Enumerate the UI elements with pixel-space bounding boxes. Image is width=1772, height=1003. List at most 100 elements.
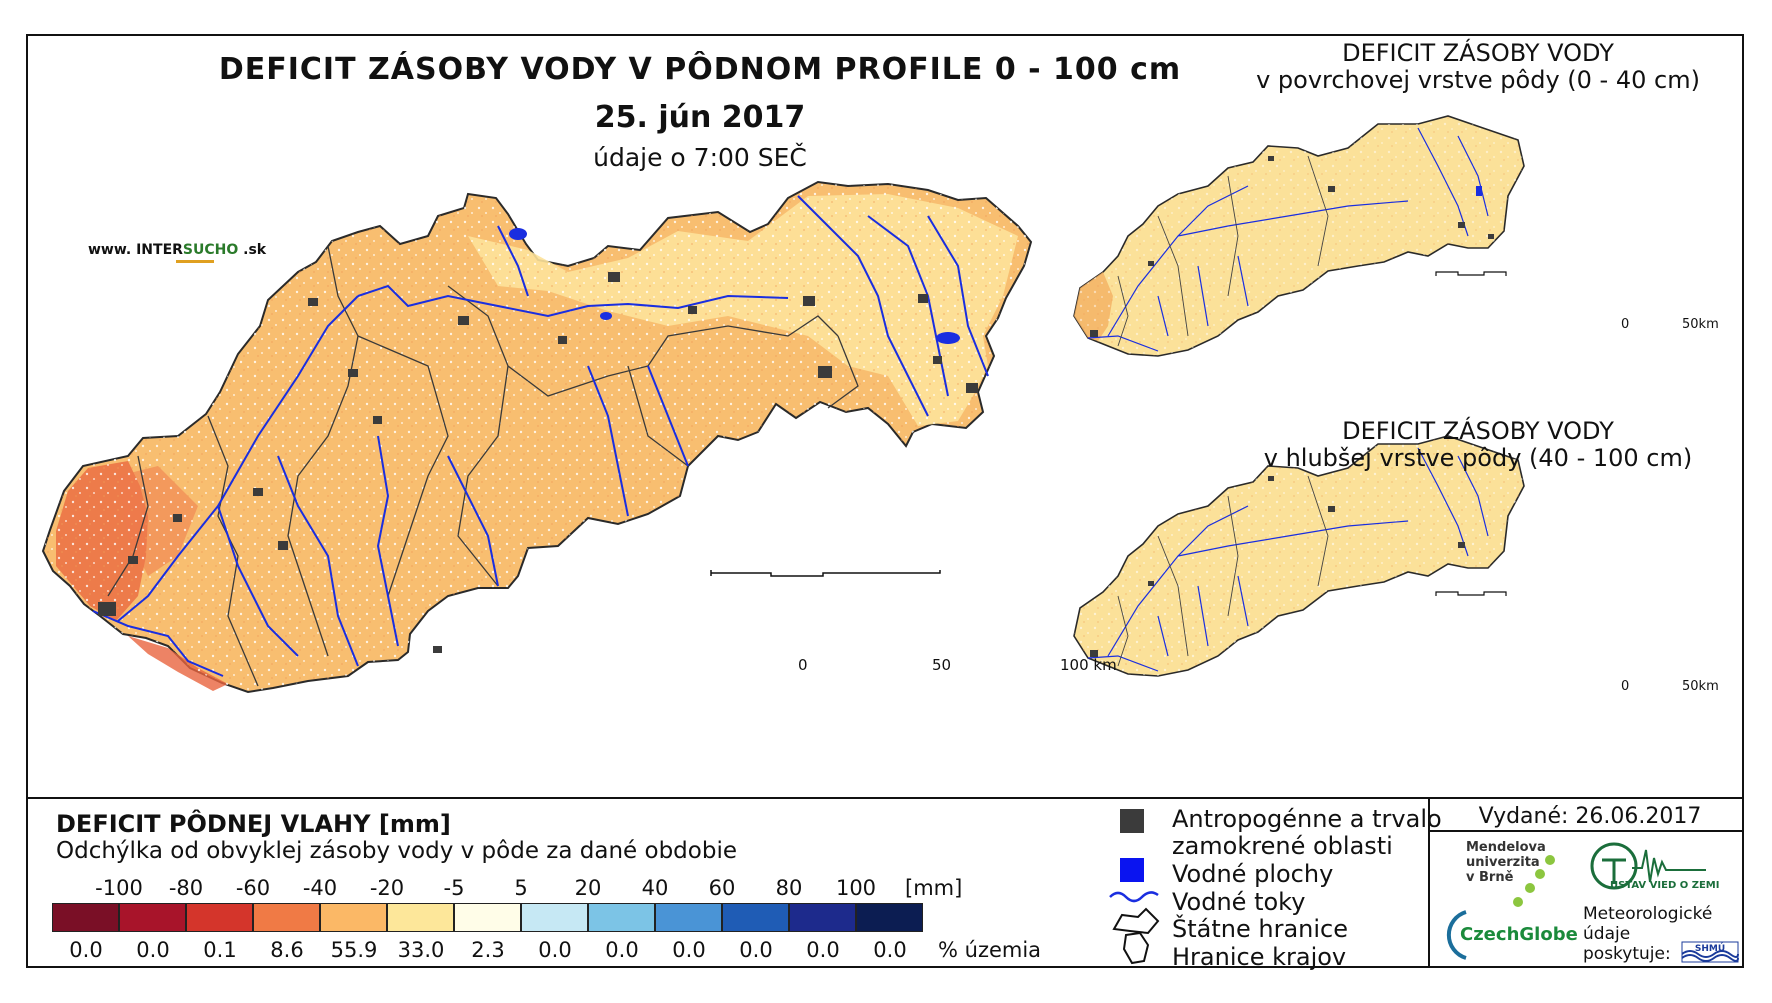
inset-bottom-title-line2: v hlubšej vrstve pôdy (40 - 100 cm) — [1263, 444, 1693, 472]
legend-subtitle: Odchýlka od obvyklej zásoby vody v pôde … — [56, 838, 737, 864]
river-symbol-icon — [1109, 891, 1159, 903]
inset-bottom-title-line1: DEFICIT ZÁSOBY VODY — [1342, 417, 1614, 445]
inset-top-scale-bar — [1435, 271, 1507, 276]
legend-percentage: 0.0 — [605, 938, 639, 962]
legend-color-cell — [119, 903, 186, 932]
legend-color-cell — [856, 903, 923, 932]
inset-top-title: DEFICIT ZÁSOBY VODY v povrchovej vrstve … — [1218, 40, 1738, 94]
uvz-logo — [1590, 842, 1706, 890]
legend-color-cell — [454, 903, 521, 932]
legend-title: DEFICIT PÔDNEJ VLAHY [mm] — [56, 810, 451, 838]
legend-percentage: 0.0 — [806, 938, 840, 962]
scale-inset-bottom-label-50: 50km — [1682, 679, 1719, 694]
rivers-label: Vodné toky — [1172, 888, 1306, 916]
map-date: 25. jún 2017 — [594, 100, 806, 135]
legend-percentage: 33.0 — [397, 938, 445, 962]
legend-tick-label: 5 — [514, 876, 528, 900]
region-border-label: Hranice krajov — [1172, 943, 1347, 971]
legend-percentage: 0.0 — [873, 938, 907, 962]
urban-label: Antropogénne a trvalo zamokrené oblasti — [1172, 806, 1442, 860]
legend-tick-label: 80 — [775, 876, 803, 900]
legend-percentage: 0.0 — [69, 938, 103, 962]
legend-color-cell — [52, 903, 119, 932]
legend-separator — [1428, 797, 1430, 968]
legend-color-cell — [387, 903, 454, 932]
inset-bottom-map — [1073, 435, 1525, 677]
inset-bottom-title: DEFICIT ZÁSOBY VODY v hlubšej vrstve pôd… — [1218, 418, 1738, 472]
legend-tick-label: -40 — [302, 876, 338, 900]
brand-prefix: www. INTER — [88, 242, 183, 258]
water-label: Vodné plochy — [1172, 860, 1334, 888]
legend-percentage: 55.9 — [330, 938, 378, 962]
brand-underline — [176, 260, 214, 263]
water-bodies — [509, 228, 960, 344]
legend-unit: [mm] — [905, 876, 963, 900]
legend-color-cell — [521, 903, 588, 932]
meteo-line1: Meteorologické — [1583, 904, 1713, 924]
state-border-label: Štátne hranice — [1172, 915, 1348, 943]
legend-color-cell — [789, 903, 856, 932]
main-map — [41, 180, 1033, 694]
inset-bottom-scale-bar — [1435, 591, 1507, 596]
inset-top-title-line2: v povrchovej vrstve pôdy (0 - 40 cm) — [1256, 66, 1700, 94]
legend-percentage: 2.3 — [471, 938, 505, 962]
brand-suffix: .sk — [238, 242, 267, 258]
legend-color-cell — [655, 903, 722, 932]
region-border-symbol-icon — [1122, 931, 1150, 965]
mendel-line1: Mendelova — [1466, 840, 1546, 855]
legend-tick-label: 40 — [641, 876, 669, 900]
urban-areas — [98, 272, 978, 653]
mendel-line2: univerzita — [1466, 855, 1540, 870]
legend-percentage: 0.0 — [739, 938, 773, 962]
czechglobe-logo: CzechGlobe — [1460, 924, 1578, 945]
scale-main-label-100: 100 km — [1060, 656, 1117, 674]
legend-color-cell — [588, 903, 655, 932]
meteo-provider: Meteorologické údaje poskytuje: — [1583, 904, 1712, 964]
mendel-logo-text: Mendelova univerzita v Brně — [1466, 840, 1546, 885]
legend-tick-label: -5 — [443, 876, 465, 900]
symbol-icons — [1109, 809, 1160, 965]
legend-percentage: 0.0 — [672, 938, 706, 962]
scale-main-label-50: 50 — [932, 656, 952, 674]
legend-tick-label: 100 — [835, 876, 877, 900]
mendel-line3: v Brně — [1466, 870, 1514, 885]
scale-main-label-0: 0 — [798, 656, 808, 674]
map-area — [41, 115, 1525, 694]
state-border-symbol-icon — [1112, 907, 1160, 935]
legend-tick-label: -100 — [95, 876, 143, 900]
legend-tick-label: -60 — [235, 876, 271, 900]
rivers — [92, 195, 989, 677]
legend-color-cell — [320, 903, 387, 932]
legend-percentage: 0.0 — [538, 938, 572, 962]
legend-tick-label: 20 — [574, 876, 602, 900]
meteo-line3: poskytuje: — [1583, 944, 1671, 964]
legend-color-cell — [253, 903, 320, 932]
brand-highlight: SUCHO — [182, 242, 239, 258]
inset-top-map — [1073, 115, 1525, 357]
high-deficit-zone-south — [128, 636, 228, 691]
water-symbol-icon — [1120, 858, 1144, 882]
scale-inset-bottom-label-0: 0 — [1621, 679, 1630, 694]
legend-percentage: 0.1 — [203, 938, 237, 962]
legend-panel — [26, 797, 1744, 968]
legend-tick-label: 60 — [708, 876, 736, 900]
urban-label-line2: zamokrené oblasti — [1172, 832, 1393, 860]
intersucho-brand: www. INTERSUCHO .sk — [88, 242, 267, 263]
legend-tick-label: -80 — [168, 876, 204, 900]
inset-top-title-line1: DEFICIT ZÁSOBY VODY — [1342, 39, 1614, 67]
legend-pct-label: % územia — [938, 938, 1042, 962]
legend-color-cell — [186, 903, 253, 932]
scale-inset-top-label-50: 50km — [1682, 317, 1719, 332]
shmu-logo: SHMÚ — [1681, 941, 1739, 963]
urban-label-line1: Antropogénne a trvalo — [1172, 805, 1442, 833]
legend-color-cell — [722, 903, 789, 932]
issued-date: Vydané: 26.06.2017 — [1478, 804, 1702, 829]
urban-symbol-icon — [1120, 809, 1144, 833]
scale-inset-top-label-0: 0 — [1621, 317, 1630, 332]
czechglobe-arc-icon — [1446, 910, 1467, 960]
legend-percentage: 0.0 — [136, 938, 170, 962]
uvz-logo-text: ÚSTAV VIED O ZEMI — [1610, 880, 1720, 891]
data-time: údaje o 7:00 SEČ — [593, 143, 807, 172]
meteo-line2: údaje — [1583, 924, 1631, 944]
main-scale-bar — [710, 570, 941, 577]
